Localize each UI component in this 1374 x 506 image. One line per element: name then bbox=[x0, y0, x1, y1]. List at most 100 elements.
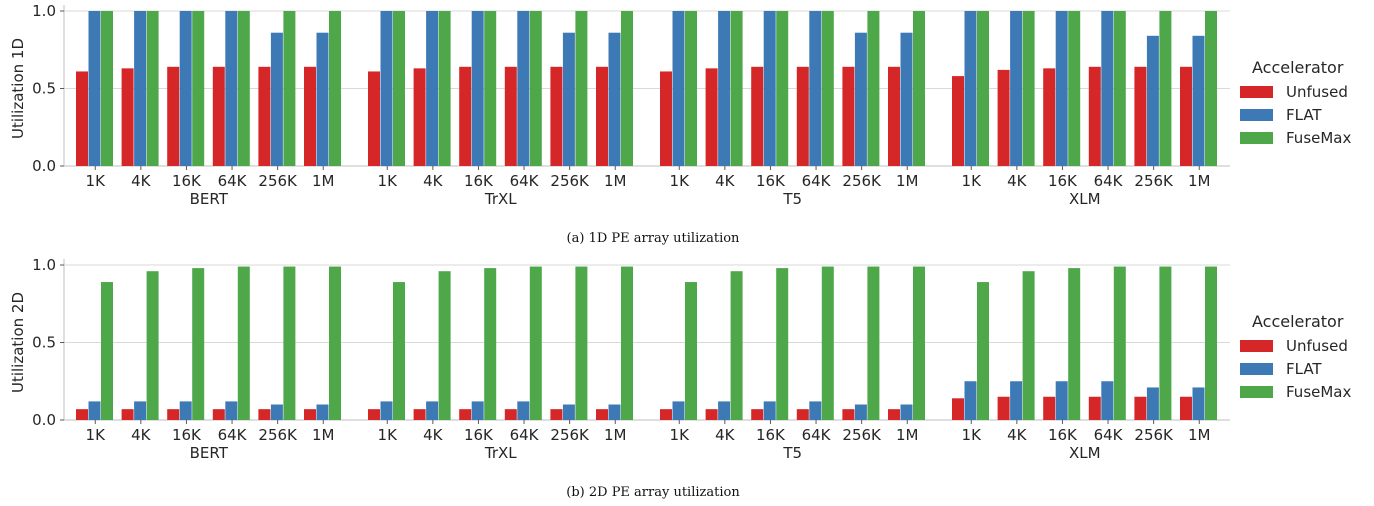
x-tick-label: 1K bbox=[670, 172, 691, 190]
bar-fusemax-trxl-64k bbox=[529, 266, 542, 420]
x-tick-label: 256K bbox=[842, 172, 882, 190]
group-label-xlm: XLM bbox=[1069, 190, 1101, 208]
bar-flat-trxl-1k bbox=[380, 11, 393, 166]
bar-flat-trxl-1m bbox=[608, 32, 621, 167]
x-tick-label: 256K bbox=[258, 426, 298, 444]
bar-fusemax-t5-1k bbox=[685, 282, 697, 420]
bar-fusemax-t5-16k bbox=[776, 268, 789, 420]
x-tick-label: 64K bbox=[510, 172, 540, 190]
bar-flat-bert-256k bbox=[270, 32, 283, 167]
bar-unfused-t5-1m bbox=[888, 409, 900, 420]
legend-swatch-unfused bbox=[1240, 86, 1273, 98]
bar-flat-xlm-1m bbox=[1192, 35, 1205, 166]
bar-fusemax-xlm-1k bbox=[977, 11, 989, 166]
x-tick-label: 1M bbox=[604, 172, 627, 190]
x-tick-label: 4K bbox=[1007, 426, 1028, 444]
y-tick-label: 1.0 bbox=[32, 256, 56, 274]
bar-flat-bert-16k bbox=[179, 11, 192, 166]
bar-fusemax-t5-1k bbox=[685, 11, 697, 166]
bar-unfused-t5-16k bbox=[751, 66, 764, 166]
y-tick-label: 1.0 bbox=[32, 2, 56, 20]
x-tick-label: 256K bbox=[842, 426, 882, 444]
bar-flat-bert-1m bbox=[316, 32, 329, 167]
bar-fusemax-t5-4k bbox=[730, 271, 743, 420]
x-tick-label: 16K bbox=[756, 172, 786, 190]
bar-fusemax-xlm-16k bbox=[1068, 268, 1081, 420]
x-tick-label: 1K bbox=[378, 172, 399, 190]
bar-flat-t5-4k bbox=[718, 11, 731, 166]
bar-fusemax-trxl-16k bbox=[484, 268, 497, 420]
bar-unfused-xlm-64k bbox=[1088, 396, 1101, 420]
bar-unfused-xlm-64k bbox=[1088, 66, 1101, 166]
x-tick-label: 16K bbox=[172, 426, 202, 444]
bar-flat-trxl-4k bbox=[426, 401, 439, 420]
bar-unfused-bert-1m bbox=[304, 66, 316, 166]
group-label-bert: BERT bbox=[190, 190, 229, 208]
bar-unfused-trxl-4k bbox=[413, 409, 426, 420]
y-axis-label: Utilization 1D bbox=[9, 38, 27, 139]
x-tick-label: 1K bbox=[86, 426, 107, 444]
bar-fusemax-t5-256k bbox=[867, 266, 880, 420]
legend-swatch-unfused bbox=[1240, 340, 1273, 352]
legend-title: Accelerator bbox=[1252, 58, 1344, 77]
x-tick-label: 256K bbox=[1134, 172, 1174, 190]
bar-unfused-trxl-16k bbox=[459, 409, 472, 420]
bar-flat-trxl-16k bbox=[471, 11, 484, 166]
x-tick-label: 16K bbox=[172, 172, 202, 190]
bar-unfused-xlm-4k bbox=[997, 69, 1010, 166]
x-tick-label: 16K bbox=[1048, 172, 1078, 190]
bar-flat-trxl-1k bbox=[380, 401, 393, 420]
x-tick-label: 64K bbox=[218, 426, 248, 444]
bar-fusemax-bert-1m bbox=[329, 266, 341, 420]
bar-flat-bert-64k bbox=[225, 401, 238, 420]
x-tick-label: 1K bbox=[86, 172, 107, 190]
bar-fusemax-trxl-64k bbox=[529, 11, 542, 166]
figure-caption: (a) 1D PE array utilization bbox=[567, 231, 741, 246]
legend-label-fusemax: FuseMax bbox=[1286, 383, 1351, 401]
bar-flat-xlm-4k bbox=[1010, 11, 1023, 166]
bar-fusemax-xlm-1m bbox=[1205, 266, 1217, 420]
bar-fusemax-bert-16k bbox=[192, 268, 205, 420]
bar-fusemax-t5-64k bbox=[821, 11, 834, 166]
bar-flat-trxl-64k bbox=[517, 401, 530, 420]
x-tick-label: 16K bbox=[1048, 426, 1078, 444]
legend-swatch-fusemax bbox=[1240, 132, 1273, 144]
x-tick-label: 4K bbox=[423, 172, 444, 190]
y-axis-label: Utilization 2D bbox=[9, 292, 27, 393]
bar-unfused-xlm-1m bbox=[1180, 396, 1192, 420]
bar-flat-t5-4k bbox=[718, 401, 731, 420]
bar-unfused-trxl-64k bbox=[504, 409, 517, 420]
bar-unfused-t5-256k bbox=[842, 409, 855, 420]
bar-fusemax-bert-256k bbox=[283, 11, 296, 166]
y-tick-label: 0.5 bbox=[32, 334, 56, 352]
bar-unfused-t5-64k bbox=[796, 66, 809, 166]
bar-unfused-t5-256k bbox=[842, 66, 855, 166]
bar-flat-trxl-256k bbox=[562, 404, 575, 420]
bar-fusemax-trxl-4k bbox=[438, 271, 451, 420]
legend-swatch-flat bbox=[1240, 363, 1273, 375]
x-tick-label: 1M bbox=[604, 426, 627, 444]
bar-flat-t5-1m bbox=[900, 404, 913, 420]
legend-label-unfused: Unfused bbox=[1286, 83, 1348, 101]
bar-fusemax-trxl-1m bbox=[621, 266, 633, 420]
bar-flat-xlm-16k bbox=[1055, 11, 1068, 166]
group-label-t5: T5 bbox=[782, 444, 802, 462]
x-tick-label: 4K bbox=[715, 426, 736, 444]
bar-flat-t5-256k bbox=[854, 404, 867, 420]
bar-flat-t5-256k bbox=[854, 32, 867, 167]
bar-flat-bert-16k bbox=[179, 401, 192, 420]
bar-fusemax-t5-256k bbox=[867, 11, 880, 166]
bar-unfused-bert-1k bbox=[76, 71, 88, 166]
bar-flat-trxl-4k bbox=[426, 11, 439, 166]
bar-unfused-trxl-1m bbox=[596, 66, 608, 166]
bar-fusemax-bert-1k bbox=[101, 282, 113, 420]
x-tick-label: 256K bbox=[258, 172, 298, 190]
bar-fusemax-xlm-1k bbox=[977, 282, 989, 420]
bar-fusemax-xlm-4k bbox=[1022, 11, 1035, 166]
bar-fusemax-trxl-256k bbox=[575, 266, 588, 420]
legend-label-flat: FLAT bbox=[1286, 106, 1322, 124]
bar-flat-t5-16k bbox=[763, 11, 776, 166]
x-tick-label: 64K bbox=[1094, 426, 1124, 444]
bar-fusemax-trxl-1k bbox=[393, 11, 405, 166]
bar-unfused-bert-1k bbox=[76, 409, 88, 420]
